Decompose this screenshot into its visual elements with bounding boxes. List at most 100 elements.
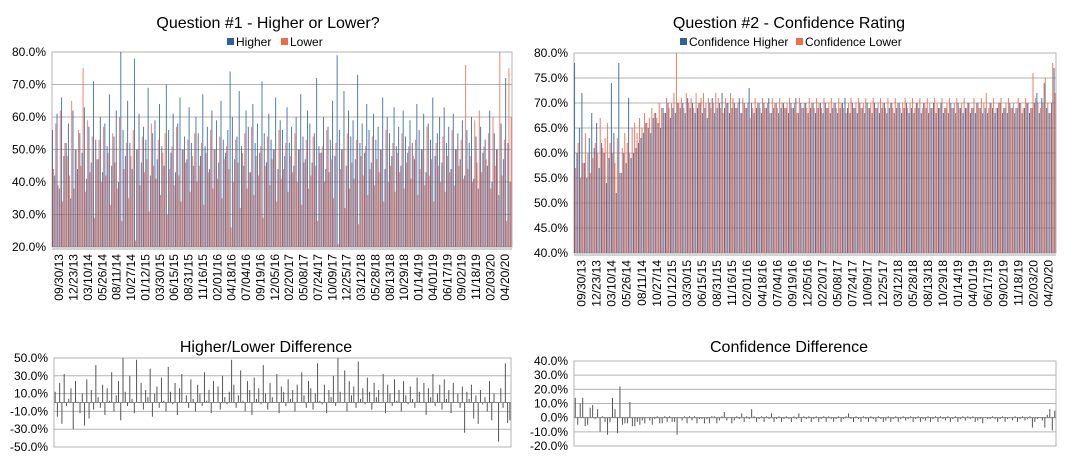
x-tick-label: 10/27/14	[124, 254, 138, 301]
bar-lower	[943, 108, 945, 253]
bar-lower	[818, 103, 820, 253]
bar-lower	[367, 195, 369, 247]
bar-higher	[726, 103, 728, 253]
y-tick-label: -50.0%	[10, 440, 48, 454]
bar-lower	[262, 217, 264, 247]
bar-higher	[1026, 103, 1028, 253]
bar-lower	[739, 113, 741, 253]
bar-lower	[855, 103, 857, 253]
bar-higher	[805, 103, 807, 253]
bar-higher	[491, 182, 493, 247]
bar-higher	[1046, 108, 1048, 253]
bar-higher	[115, 110, 117, 247]
bar-lower	[374, 185, 376, 247]
chart-title: Higher/Lower Difference	[180, 339, 352, 356]
bar-lower	[216, 178, 218, 247]
bar-lower	[378, 172, 380, 247]
bar-higher	[920, 113, 922, 253]
bar-higher	[471, 117, 472, 247]
bar-lower	[907, 108, 909, 253]
bar-lower	[346, 133, 348, 247]
bar-lower	[909, 103, 911, 253]
bar-lower	[260, 146, 262, 247]
bar-higher	[457, 133, 459, 247]
bar-lower	[764, 108, 766, 253]
bar-lower	[747, 103, 749, 253]
bar-higher	[461, 120, 463, 247]
bar-higher	[645, 123, 647, 253]
bar-lower	[1022, 108, 1024, 253]
bar-lower	[867, 108, 869, 253]
bar-lower	[808, 98, 810, 253]
bar-lower	[641, 128, 643, 253]
bar-higher	[854, 108, 856, 253]
bar-higher	[297, 149, 299, 247]
bar-higher	[300, 94, 302, 247]
bar-lower	[191, 156, 193, 247]
bar-higher	[500, 123, 502, 247]
bar-lower	[934, 98, 936, 253]
bar-lower	[251, 126, 253, 247]
bar-higher	[95, 139, 97, 247]
bar-lower	[180, 201, 182, 247]
y-tick-label: -10.0%	[10, 404, 48, 418]
bar-lower	[485, 159, 487, 247]
bar-higher	[425, 172, 427, 247]
bar-lower	[376, 159, 378, 247]
bar-lower	[494, 165, 496, 247]
bar-higher	[348, 110, 349, 247]
bar-higher	[704, 108, 706, 253]
bar-higher	[398, 126, 400, 247]
bar-lower	[339, 169, 341, 247]
bar-higher	[241, 146, 242, 247]
bar-lower	[916, 103, 918, 253]
y-tick-label: 20.0%	[12, 240, 46, 254]
bar-lower	[62, 201, 64, 247]
bar-higher	[145, 139, 147, 247]
bar-higher	[277, 169, 279, 247]
bar-lower	[1007, 98, 1009, 253]
bar-lower	[971, 108, 973, 253]
bar-higher	[724, 108, 726, 253]
bar-lower	[771, 98, 773, 253]
bar-lower	[148, 211, 150, 247]
bar-higher	[322, 117, 324, 247]
bar-higher	[379, 149, 381, 247]
bar-lower	[78, 130, 80, 247]
x-tick-label: 12/25/17	[876, 260, 890, 307]
bar-higher	[213, 149, 215, 247]
bar-higher	[618, 63, 620, 253]
bar-higher	[716, 108, 718, 253]
bar-lower	[257, 175, 259, 247]
bar-lower	[1012, 103, 1014, 253]
bar-higher	[215, 120, 217, 247]
bar-lower	[98, 139, 100, 247]
bar-higher	[302, 136, 304, 247]
x-tick-label: 08/11/14	[110, 254, 124, 300]
bar-lower	[587, 153, 589, 253]
y-tick-label: 20.0%	[534, 382, 568, 396]
bar-higher	[859, 103, 861, 253]
bar-higher	[341, 149, 343, 247]
bar-lower	[924, 103, 926, 253]
bar-higher	[375, 139, 377, 247]
bar-lower	[510, 117, 512, 247]
bar-lower	[769, 113, 771, 253]
bar-higher	[610, 83, 612, 253]
bar-higher	[468, 143, 470, 247]
x-tick-label: 10/09/17	[861, 260, 875, 307]
y-tick-label: 40.0%	[12, 175, 46, 189]
bar-higher	[969, 113, 971, 253]
bar-higher	[275, 97, 277, 247]
bar-lower	[700, 98, 702, 253]
bar-higher	[886, 113, 888, 253]
bar-lower	[727, 103, 729, 253]
bar-higher	[293, 165, 295, 247]
bar-higher	[768, 98, 770, 253]
bar-lower	[333, 198, 335, 247]
bar-higher	[839, 108, 841, 253]
bar-lower	[269, 185, 271, 247]
y-tick-label: 30.0%	[534, 368, 568, 382]
y-tick-label: 60.0%	[534, 146, 568, 160]
bar-lower	[1034, 98, 1036, 253]
